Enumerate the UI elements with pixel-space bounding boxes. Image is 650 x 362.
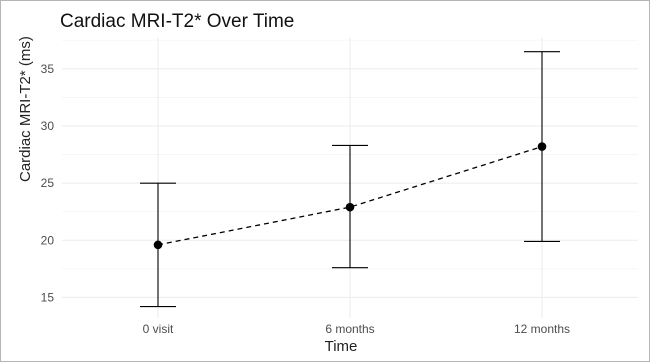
y-tick-label: 30	[41, 119, 55, 133]
x-tick-label: 0 visit	[143, 322, 174, 336]
chart-title: Cardiac MRI-T2* Over Time	[60, 11, 295, 32]
x-axis-label: Time	[324, 338, 358, 355]
axis-ticks: 15 20 25 30 35 0 visit 6 months 12 months	[41, 62, 570, 336]
series	[140, 51, 560, 308]
data-point	[345, 202, 355, 212]
x-tick-label: 6 months	[325, 322, 374, 336]
y-tick-label: 35	[41, 62, 55, 76]
series-line	[157, 145, 543, 246]
y-tick-label: 25	[41, 176, 55, 190]
data-point	[153, 240, 163, 250]
y-tick-label: 20	[41, 233, 55, 247]
x-tick-label: 12 months	[514, 322, 570, 336]
y-tick-label: 15	[41, 290, 55, 304]
data-point	[537, 142, 547, 151]
